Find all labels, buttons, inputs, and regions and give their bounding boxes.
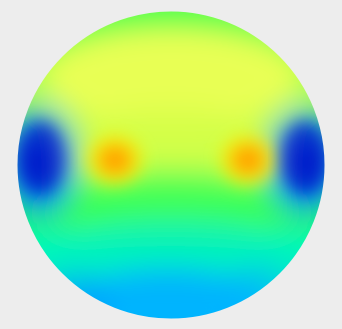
left-edge-core (18, 122, 64, 194)
upper-warm-band (42, 26, 302, 130)
bottom-left-low-zone (40, 274, 112, 319)
heatmap-boundary (16, 10, 326, 320)
hot-spots-layer (83, 131, 280, 189)
left-high (83, 131, 147, 189)
right-high (216, 131, 280, 189)
right-edge-core (282, 122, 325, 194)
bottom-right-low-zone (223, 266, 291, 318)
